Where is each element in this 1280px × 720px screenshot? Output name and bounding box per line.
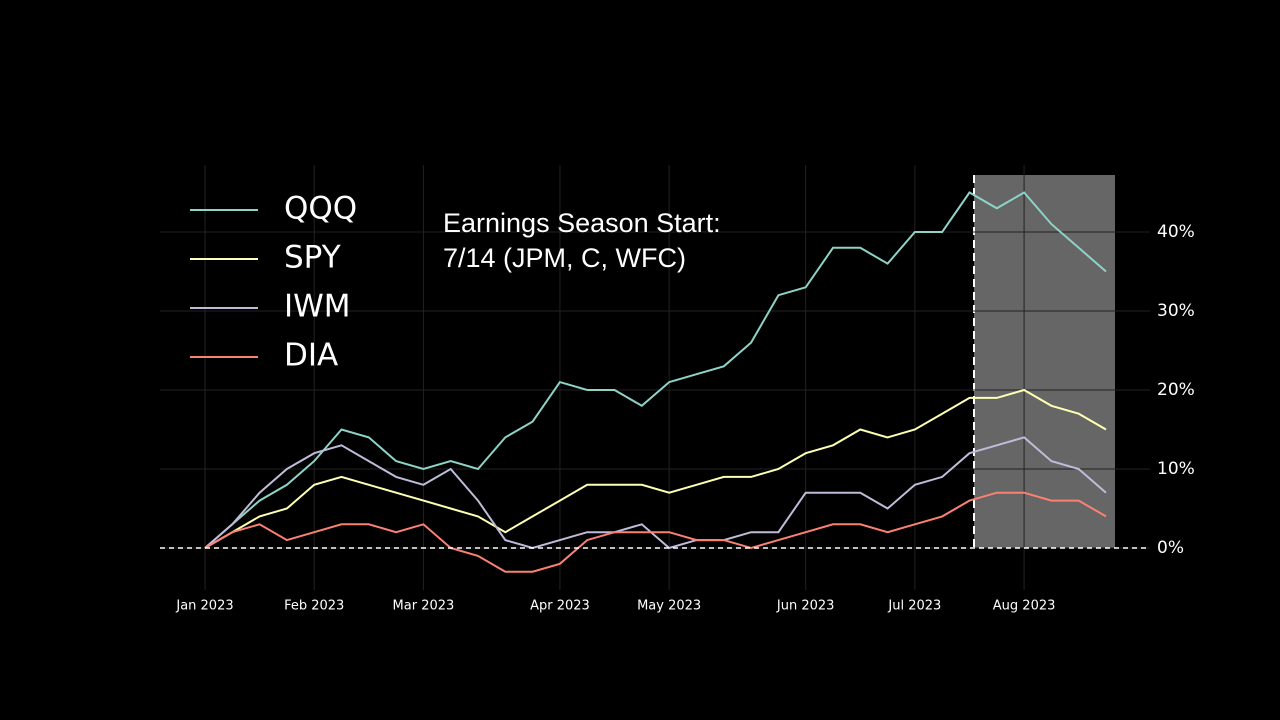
grid xyxy=(160,165,1150,590)
y-tick-label: 20% xyxy=(1157,380,1195,400)
legend-label: DIA xyxy=(284,338,338,374)
y-tick-label: 30% xyxy=(1157,301,1195,321)
legend-label: SPY xyxy=(284,240,341,276)
x-tick-label: Mar 2023 xyxy=(393,599,455,614)
lines xyxy=(204,191,1107,573)
series-line xyxy=(204,491,1107,573)
x-tick-label: Feb 2023 xyxy=(284,599,344,614)
x-tick-label: Apr 2023 xyxy=(530,599,590,614)
series-line xyxy=(204,436,1107,550)
legend-label: QQQ xyxy=(284,191,357,227)
y-tick-label: 40% xyxy=(1157,222,1195,242)
x-tick-label: Aug 2023 xyxy=(993,599,1056,614)
x-tick-label: Jul 2023 xyxy=(887,599,941,614)
legend-label: IWM xyxy=(284,289,351,325)
earnings-highlight xyxy=(974,175,1115,548)
series-line xyxy=(204,191,1107,549)
y-tick-label: 0% xyxy=(1157,538,1184,558)
x-tick-label: Jun 2023 xyxy=(776,599,835,614)
annotation: 7/14 (JPM, C, WFC) xyxy=(443,243,686,273)
x-tick-label: Jan 2023 xyxy=(175,599,233,614)
series-line xyxy=(204,388,1107,549)
y-tick-label: 10% xyxy=(1157,459,1195,479)
annotation: Earnings Season Start: xyxy=(443,208,721,238)
x-tick-label: May 2023 xyxy=(637,599,701,614)
